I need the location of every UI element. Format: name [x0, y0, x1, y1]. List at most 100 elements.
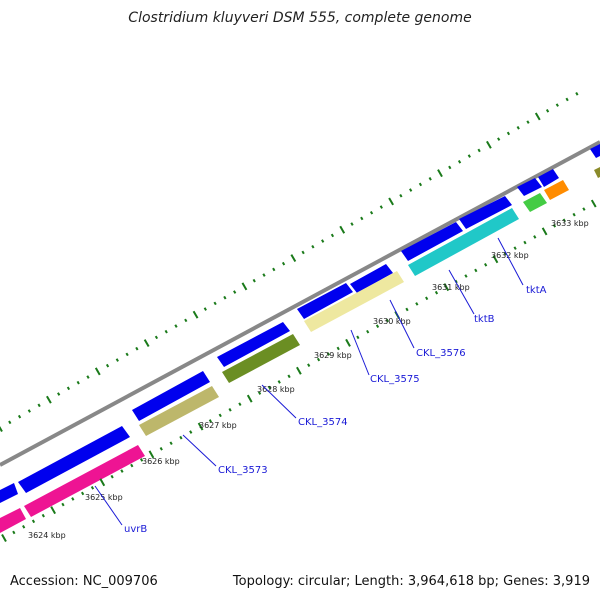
tick-mark: [90, 486, 95, 490]
tick-mark: [94, 367, 101, 376]
tick-mark: [135, 346, 139, 351]
gene-label-tktA[interactable]: tktA: [526, 285, 547, 296]
gene-label-CKL_3574[interactable]: CKL_3574: [298, 417, 348, 428]
gene-block[interactable]: [590, 144, 600, 158]
position-label: 3627 kbp: [199, 421, 237, 430]
tick-mark: [321, 239, 325, 243]
tick-mark: [57, 392, 61, 396]
position-label: 3625 kbp: [85, 493, 123, 502]
gene-label-CKL_3575[interactable]: CKL_3575: [370, 374, 420, 385]
gene-block[interactable]: [517, 178, 542, 196]
tick-mark: [552, 224, 557, 228]
gene-label-tktB[interactable]: tktB: [474, 314, 495, 325]
gene-block[interactable]: [217, 322, 290, 367]
tick-mark: [241, 282, 248, 291]
gene-block[interactable]: [0, 483, 18, 503]
tick-mark: [350, 222, 354, 226]
tick-mark: [443, 283, 450, 292]
leader-line: [350, 329, 370, 376]
gene-label-CKL_3576[interactable]: CKL_3576: [416, 348, 466, 359]
tick-mark: [484, 263, 488, 267]
gene-block[interactable]: [401, 222, 463, 261]
tick-mark: [140, 458, 144, 462]
tick-mark: [115, 358, 119, 362]
tick-mark: [213, 301, 217, 306]
gene-block[interactable]: [132, 371, 210, 421]
accession-text: Accession: NC_009706: [10, 574, 158, 589]
leader-line: [182, 434, 217, 467]
gene-orange-block[interactable]: [544, 180, 569, 200]
tick-mark: [316, 357, 321, 362]
gene-olive-block[interactable]: [594, 167, 600, 178]
position-label: 3631 kbp: [432, 283, 470, 292]
gene-block[interactable]: [459, 196, 512, 229]
tick-mark: [223, 295, 227, 300]
tick-mark: [369, 210, 374, 215]
tick-mark: [76, 380, 80, 385]
gene-block[interactable]: [297, 283, 353, 319]
tick-mark: [339, 225, 346, 234]
gene-label-CKL_3573[interactable]: CKL_3573: [218, 465, 268, 476]
gene-tktB-block[interactable]: [408, 208, 519, 276]
tick-mark: [516, 125, 520, 130]
inner-tick-marks: [1, 199, 597, 542]
tick-mark: [399, 193, 403, 198]
tick-mark: [366, 329, 370, 334]
genome-backbone: [0, 140, 600, 467]
tick-mark: [287, 374, 291, 379]
gene-CKL_3574-block[interactable]: [222, 334, 300, 383]
gene-label-uvrB[interactable]: uvrB: [124, 524, 147, 535]
tick-mark: [17, 414, 22, 419]
gene-block[interactable]: [350, 264, 393, 293]
leader-line: [94, 485, 123, 526]
gene-uvrB-block[interactable]: [0, 508, 26, 533]
tick-mark: [105, 363, 110, 368]
tick-mark: [174, 324, 178, 328]
gene-block[interactable]: [538, 169, 559, 187]
tick-mark: [130, 463, 134, 468]
tick-mark: [307, 363, 311, 367]
tick-mark: [184, 318, 188, 323]
tick-mark: [428, 176, 432, 181]
tick-mark: [281, 261, 286, 266]
gene-uvrB-block[interactable]: [24, 445, 145, 517]
leader-line: [448, 269, 475, 315]
tick-mark: [125, 352, 129, 357]
tick-mark: [534, 112, 541, 121]
tick-mark: [252, 278, 256, 283]
tick-mark: [562, 218, 566, 223]
tick-mark: [415, 302, 419, 306]
tick-mark: [8, 420, 12, 425]
tick-mark: [154, 335, 159, 340]
gene-CKL_3573-block[interactable]: [139, 386, 219, 436]
tick-mark: [457, 159, 462, 164]
gene-tktA-block[interactable]: [523, 193, 547, 212]
position-label: 3624 kbp: [28, 531, 66, 540]
tick-mark: [503, 251, 507, 256]
tick-mark: [1, 534, 7, 542]
tick-mark: [385, 318, 389, 323]
forward-strand-genes: [0, 144, 600, 503]
gene-block[interactable]: [18, 426, 130, 493]
tick-mark: [164, 329, 168, 334]
tick-mark: [533, 235, 537, 239]
gene-CKL_3575-block[interactable]: [304, 271, 404, 332]
tick-mark: [388, 197, 394, 206]
position-label: 3632 kbp: [491, 251, 529, 260]
tick-mark: [486, 140, 492, 149]
position-labels: 3624 kbp 3625 kbp 3626 kbp 3627 kbp 3628…: [28, 219, 589, 540]
tick-mark: [418, 182, 423, 187]
tick-mark: [143, 339, 150, 347]
leader-line: [389, 299, 415, 349]
tick-mark: [262, 273, 266, 277]
gene-labels: uvrB CKL_3573 CKL_3574 CKL_3575 CKL_3576…: [124, 285, 547, 535]
outer-tick-marks: [0, 92, 579, 432]
tick-mark: [497, 137, 501, 141]
tick-mark: [290, 254, 297, 263]
tick-mark: [50, 506, 56, 515]
tick-mark: [464, 274, 468, 278]
tick-mark: [61, 502, 65, 507]
tick-mark: [22, 525, 26, 529]
tick-mark: [246, 394, 253, 403]
